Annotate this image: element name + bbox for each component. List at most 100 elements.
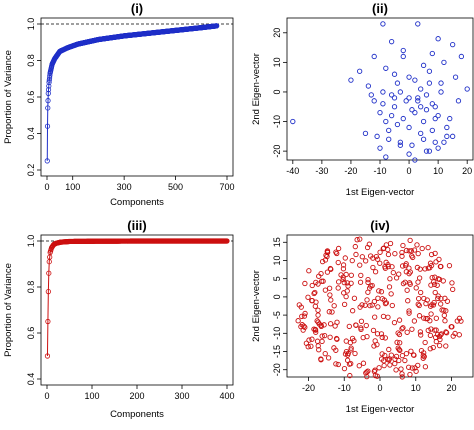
data-point <box>432 115 438 122</box>
data-point <box>318 323 324 329</box>
data-point <box>362 302 368 308</box>
data-point <box>363 322 369 329</box>
data-point <box>376 365 382 371</box>
y-ticks-iv: -20 -15 -10 -5 0 5 10 15 <box>272 237 287 376</box>
data-point <box>386 127 392 134</box>
data-point <box>387 362 393 368</box>
data-point <box>428 326 434 332</box>
y-axis-label-i: Proportion of Variance <box>3 50 14 144</box>
y-tick-label: -10 <box>272 115 282 128</box>
chart-panel-iii: (iii) 0 100 200 300 400 0.4 0.6 0.8 1.0 Compone… <box>3 218 235 420</box>
data-point <box>438 331 445 337</box>
data-point <box>45 105 51 111</box>
data-point <box>335 285 341 291</box>
x-tick-label: 300 <box>174 391 189 401</box>
data-point <box>383 300 390 306</box>
data-point <box>306 337 312 343</box>
data-point <box>420 352 426 359</box>
data-point <box>341 301 348 308</box>
data-point <box>343 271 349 278</box>
data-point <box>444 298 451 304</box>
data-point <box>433 338 439 345</box>
data-point <box>432 250 438 257</box>
data-point <box>429 127 435 134</box>
x-tick-label: 400 <box>219 391 234 401</box>
data-point <box>322 351 328 357</box>
data-point <box>224 238 230 244</box>
data-point <box>46 270 52 276</box>
data-point <box>414 264 421 271</box>
y-tick-label: 10 <box>272 57 282 67</box>
data-point <box>432 104 438 110</box>
data-point <box>357 68 363 74</box>
data-point <box>349 308 356 314</box>
data-point <box>302 310 308 317</box>
data-point <box>456 332 462 338</box>
y-tick-label: 1.0 <box>26 235 36 248</box>
data-point <box>397 340 403 346</box>
data-point <box>399 326 405 332</box>
series-line <box>46 240 227 357</box>
data-point <box>455 98 462 104</box>
series-group-iv <box>295 236 464 380</box>
data-point <box>365 279 371 285</box>
data-point <box>391 95 398 101</box>
data-point <box>397 142 403 148</box>
data-point <box>300 327 306 333</box>
x-tick-label: -20 <box>344 166 357 176</box>
data-point <box>385 314 391 320</box>
data-point <box>318 356 324 362</box>
data-point <box>321 322 327 328</box>
data-point <box>315 307 321 313</box>
data-point <box>378 289 385 295</box>
data-point <box>436 256 442 263</box>
data-point <box>319 333 325 339</box>
data-point <box>427 265 433 271</box>
data-point <box>391 319 398 326</box>
data-point <box>435 145 441 151</box>
data-point <box>399 352 406 359</box>
data-point <box>429 50 435 57</box>
data-point <box>423 92 430 98</box>
data-point <box>438 263 444 270</box>
data-point <box>420 136 427 142</box>
data-point <box>352 350 358 357</box>
y-tick-label: 0.8 <box>26 281 36 294</box>
data-point <box>429 101 435 107</box>
data-point <box>357 304 363 310</box>
data-point <box>362 130 369 137</box>
data-point <box>398 366 404 372</box>
data-point <box>372 269 379 275</box>
y-tick-label: -5 <box>272 311 282 319</box>
data-point <box>319 338 325 345</box>
data-point <box>416 275 423 281</box>
data-point <box>440 278 446 284</box>
data-point <box>357 262 363 268</box>
data-point <box>430 302 437 308</box>
data-point <box>408 248 414 254</box>
data-point <box>427 318 433 324</box>
series-group-iii <box>41 238 233 359</box>
data-point <box>375 295 381 301</box>
data-point <box>436 342 443 349</box>
data-point <box>370 264 376 271</box>
data-point <box>426 148 433 154</box>
data-point <box>385 356 391 363</box>
x-axis-label-ii: 1st Eigen-vector <box>346 187 415 198</box>
x-tick-label: -20 <box>302 383 315 393</box>
data-point <box>324 249 330 255</box>
data-point <box>374 331 381 337</box>
data-point <box>331 345 337 351</box>
data-point <box>380 89 386 95</box>
data-point <box>413 285 419 291</box>
data-point <box>379 351 385 357</box>
data-point <box>427 346 433 352</box>
data-point <box>346 323 352 330</box>
data-point <box>425 244 431 251</box>
data-point <box>315 319 321 325</box>
data-point <box>358 325 364 331</box>
data-point <box>431 299 437 306</box>
data-point <box>349 257 355 264</box>
data-point <box>321 332 328 339</box>
data-point <box>410 254 416 261</box>
